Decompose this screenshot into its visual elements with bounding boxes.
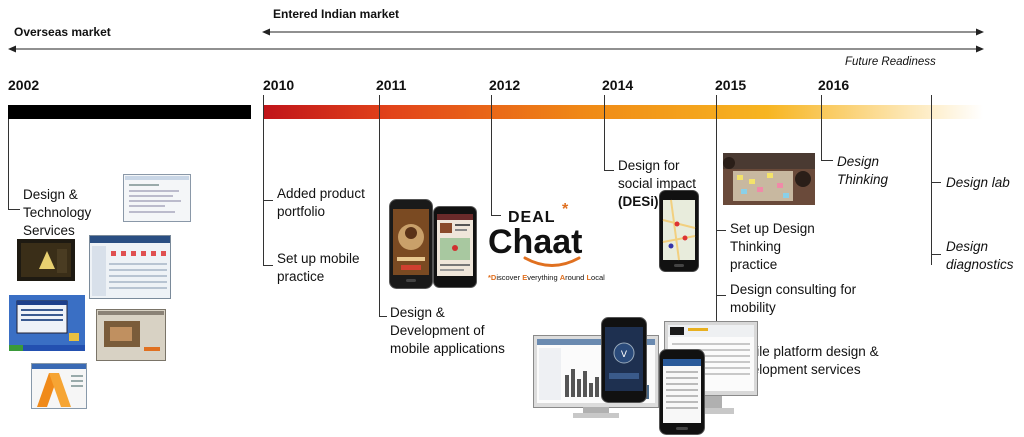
tagline-l: L [586,273,592,282]
connector-2016 [821,95,822,160]
year-2010: 2010 [263,77,295,93]
event-future-diagnostics: Design diagnostics [946,238,1014,274]
event-2011: Design & Development of mobile applicati… [390,304,505,358]
event-future-b-line2: diagnostics [946,257,1014,272]
event-2010-product: Added product portfolio [277,185,365,221]
overseas-market-label: Overseas market [14,25,111,39]
event-2015-c-line1: Mobile platform design & [730,344,879,359]
logo-asterisk: * [562,201,569,218]
tagline-verything: verything [527,273,560,282]
event-2016-line2: Thinking [837,172,889,187]
tagline-ocal: ocal [591,273,605,282]
connector-2002 [8,119,9,209]
connector-2011 [379,95,380,316]
tagline-a: A [559,273,566,282]
event-future-b-line1: Design [946,239,989,254]
screenshot-thumb-4 [9,295,85,351]
event-2016-line1: Design [837,154,880,169]
year-2012: 2012 [489,77,521,93]
year-2011: 2011 [376,77,407,93]
event-2002-line2: Technology [23,205,92,220]
connector-2014-h [604,170,614,171]
connector-2010-h1 [263,200,273,201]
logo-smile-icon [523,256,581,267]
connector-future-h1 [931,182,941,183]
event-2011-line2: Development of [390,323,485,338]
screenshot-thumb-2 [17,239,75,281]
logo-deal-text: DEAL [508,209,556,226]
event-2015-b-line1: Design consulting for [730,282,857,297]
screenshot-thumb-5 [96,309,166,361]
phone-image-2011-right [433,206,477,288]
connector-2014 [604,95,605,170]
connector-2016-h [821,160,833,161]
event-2010-mobile: Set up mobile practice [277,250,360,286]
event-2015-a-line2: Thinking [730,239,782,254]
event-2015-c-line2: development services [730,362,861,377]
phone-image-2015-front [659,349,705,435]
event-2014-line2: social impact [618,176,697,191]
connector-2015-h2 [716,295,726,296]
event-2002-line1: Design & [23,187,78,202]
connector-2015-h1 [716,230,726,231]
connector-2012 [491,95,492,215]
future-readiness-label: Future Readiness [845,56,936,68]
year-2014: 2014 [602,77,634,93]
connector-2012-h [491,215,501,216]
connector-2015 [716,95,717,350]
header-arrows [8,28,984,53]
event-2010-product-line2: portfolio [277,204,326,219]
tagline-iscover: iscover [496,273,523,282]
tagline-round: round [565,273,587,282]
event-future-lab: Design lab [946,175,1010,190]
phone-image-2011-left [389,199,433,289]
event-2015-a-line3: practice [730,257,778,272]
photo-design-thinking-workshop [723,153,815,205]
connector-future-h2 [931,254,941,255]
logo-chaat-text: Chaat [488,223,583,261]
event-2015-b-line2: mobility [730,300,776,315]
indian-market-label: Entered Indian market [273,7,400,21]
event-2014-line1: Design for [618,158,680,173]
event-2014: Design for social impact (DESi) [618,157,696,211]
event-2014-desi: (DESi) [618,194,659,209]
timeline-bar-india [263,105,983,119]
event-2015-a-line1: Set up Design [730,221,815,236]
screenshot-thumb-6 [31,363,87,409]
tagline-star: * [488,273,491,282]
event-2011-line3: mobile applications [390,341,505,356]
phone-image-2014 [659,190,699,272]
connector-2011-h [379,316,387,317]
screenshot-thumb-1 [123,174,191,222]
connector-2010 [263,95,264,265]
connector-future [931,95,932,265]
event-2002-line3: Services [23,223,75,238]
year-2016: 2016 [818,77,850,93]
screenshot-thumb-3 [89,235,171,299]
event-2015-consulting: Design consulting for mobility [730,281,856,317]
connector-2010-h2 [263,265,273,266]
tagline-e: E [522,273,528,282]
event-2015-platform: Mobile platform design & development ser… [730,343,879,379]
year-2002: 2002 [8,77,40,93]
logo-tagline: *Discover Everything Around Local [488,273,605,282]
connector-2002-h [8,209,20,210]
event-2015-design-thinking: Set up Design Thinking practice [730,220,815,274]
event-2010-mobile-line1: Set up mobile [277,251,360,266]
event-2016: Design Thinking [837,153,888,189]
event-2010-product-line1: Added product [277,186,365,201]
deal-chaat-logo: DEAL * Chaat *Discover Everything Around… [488,201,605,286]
timeline-bar-overseas [8,105,251,119]
event-2010-mobile-line2: practice [277,269,325,284]
phone-image-2015-back: V [601,317,647,403]
event-2002: Design & Technology Services [23,186,91,240]
year-2015: 2015 [715,77,747,93]
tagline-d: D [490,273,497,282]
event-2011-line1: Design & [390,305,445,320]
svg-text:V: V [621,350,628,360]
